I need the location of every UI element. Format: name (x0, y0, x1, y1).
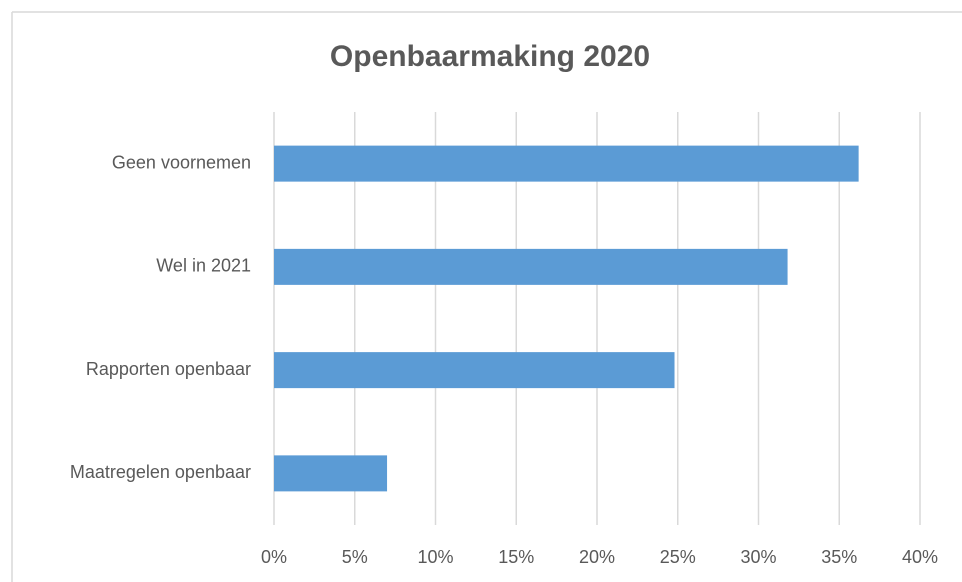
x-tick-label: 30% (740, 547, 776, 567)
y-tick-label: Geen voornemen (112, 152, 251, 172)
y-tick-label: Wel in 2021 (156, 256, 251, 276)
bar (274, 248, 788, 285)
x-tick-label: 20% (579, 547, 615, 567)
x-tick-label: 5% (342, 547, 368, 567)
bar (274, 145, 859, 182)
x-tick-label: 10% (417, 547, 453, 567)
x-tick-label: 0% (261, 547, 287, 567)
x-tick-label: 40% (902, 547, 938, 567)
x-tick-label: 15% (498, 547, 534, 567)
chart-title: Openbaarmaking 2020 (330, 40, 650, 73)
y-tick-label: Maatregelen openbaar (70, 462, 251, 482)
x-tick-label: 25% (660, 547, 696, 567)
bar (274, 352, 675, 389)
bar (274, 455, 388, 492)
y-tick-label: Rapporten openbaar (86, 359, 251, 379)
x-tick-label: 35% (821, 547, 857, 567)
